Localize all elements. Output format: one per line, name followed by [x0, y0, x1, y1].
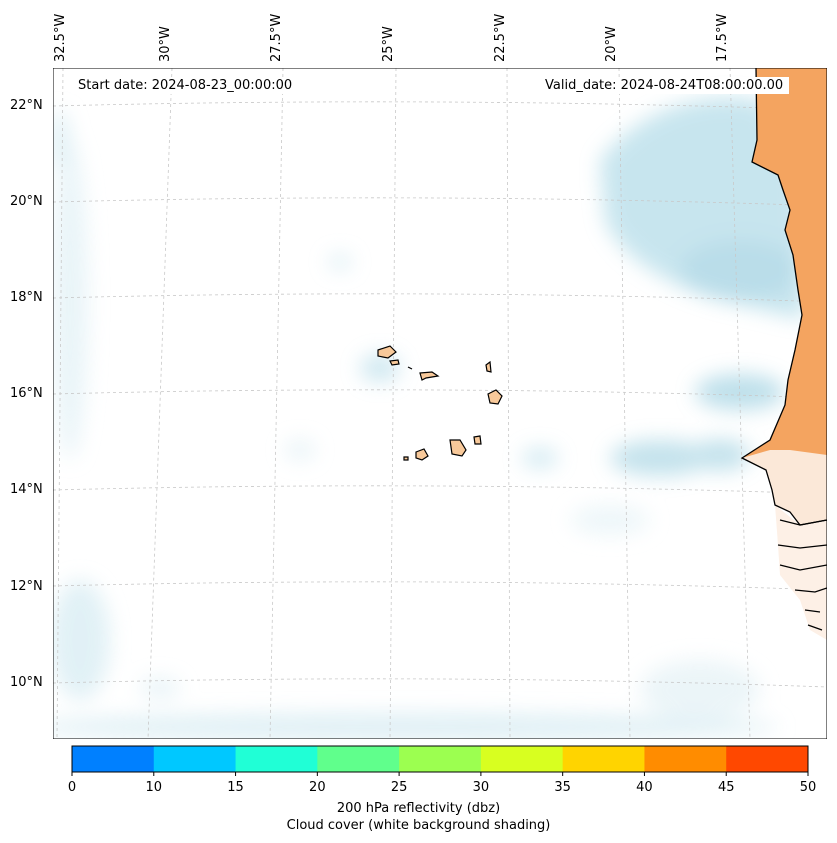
colorbar-title: 200 hPa reflectivity (dbz) [336, 801, 501, 816]
colorbar-tick-label: 30 [472, 780, 490, 795]
longitude-label: 32.5°W [53, 13, 68, 62]
latitude-label: 22°N [10, 98, 43, 113]
colorbar-tick-label: 15 [227, 780, 244, 795]
colorbar-tick-label: 45 [717, 780, 735, 795]
colorbar-tick-label: 25 [390, 780, 408, 795]
colorbar-swatch [644, 746, 727, 772]
longitude-label: 27.5°W [269, 13, 284, 62]
colorbar-swatch [235, 746, 318, 772]
colorbar-swatch [399, 746, 482, 772]
colorbar-tick-label: 50 [799, 780, 817, 795]
cloud-cover-shading [53, 97, 805, 739]
longitude-label: 17.5°W [715, 13, 730, 62]
longitude-label: 30°W [158, 26, 173, 62]
longitude-label: 25°W [381, 26, 396, 62]
longitude-label: 20°W [604, 26, 619, 62]
colorbar-swatch [317, 746, 400, 772]
latitude-label: 12°N [10, 579, 43, 594]
map-area [53, 68, 827, 739]
colorbar-swatch [480, 746, 564, 772]
longitude-label: 22.5°W [493, 13, 508, 62]
colorbar-swatch [72, 746, 155, 772]
colorbar-tick-label: 10 [145, 780, 163, 795]
colorbar-tick-label: 0 [67, 780, 77, 795]
african-coast [740, 68, 827, 640]
colorbar-tick-label: 35 [554, 780, 571, 795]
cape-verde-islands [377, 345, 503, 461]
colorbar-swatches [72, 746, 809, 772]
latitude-label: 20°N [10, 194, 43, 209]
graticule [53, 68, 827, 739]
latitude-label: 18°N [10, 290, 43, 305]
colorbar-swatch [562, 746, 645, 772]
valid-date-label: Valid_date: 2024-08-24T08:00:00.00 [539, 77, 790, 94]
latitude-label: 14°N [10, 482, 43, 497]
latitude-label: 10°N [10, 675, 43, 690]
start-date-label: Start date: 2024-08-23_00:00:00 [72, 77, 299, 94]
colorbar-tick-label: 20 [309, 780, 326, 795]
colorbar-swatch [153, 746, 237, 772]
colorbar-ticks [71, 772, 809, 776]
colorbar-tick-label: 40 [636, 780, 653, 795]
colorbar [71, 745, 809, 776]
colorbar-swatch [726, 746, 809, 772]
latitude-label: 16°N [10, 386, 43, 401]
colorbar-subtitle: Cloud cover (white background shading) [286, 818, 551, 833]
